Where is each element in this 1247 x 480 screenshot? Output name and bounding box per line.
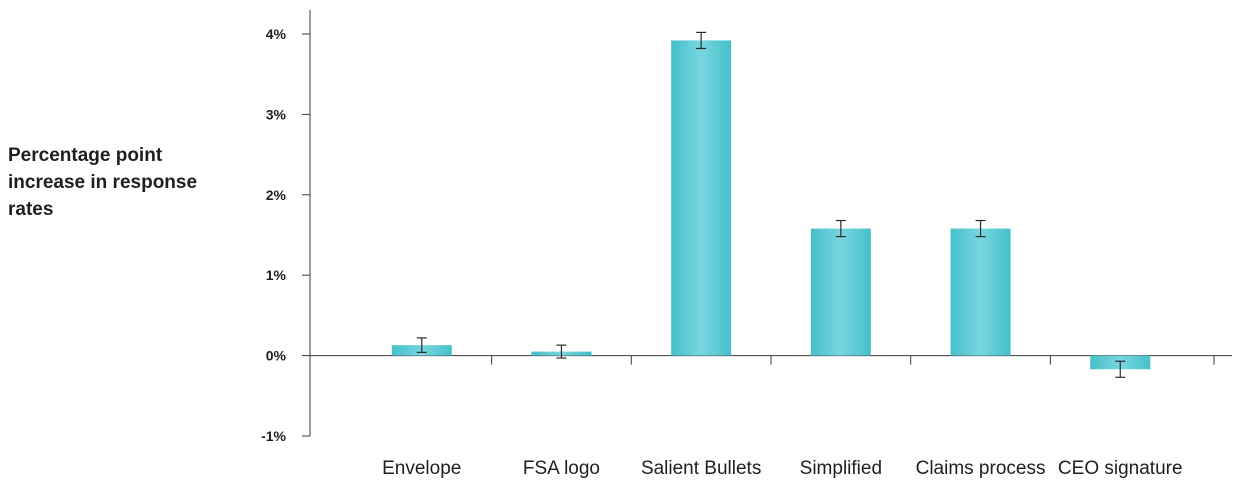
x-tick-label: FSA logo <box>523 458 600 479</box>
x-tick-label: Envelope <box>382 458 461 479</box>
x-tick-label: Claims process <box>916 458 1046 479</box>
y-tick-label: 4% <box>266 26 287 42</box>
y-tick-label: 3% <box>266 106 287 122</box>
bar <box>810 228 871 356</box>
bars <box>391 31 1151 378</box>
x-tick-label: Simplified <box>800 458 882 479</box>
x-tick-label: Salient Bullets <box>641 458 761 479</box>
labels: -1% 0% 1% 2% 3% 4% Envelope FSA logo Salient Bul… <box>261 26 1182 479</box>
y-tick-label: 0% <box>266 348 287 364</box>
y-tick-label: 2% <box>266 187 287 203</box>
bar <box>671 40 732 356</box>
y-tick-label: 1% <box>266 267 287 283</box>
axes <box>302 10 1232 437</box>
x-tick-label: CEO signature <box>1058 458 1183 479</box>
y-axis-title: Percentage point increase in response ra… <box>8 145 198 220</box>
y-tick-label: -1% <box>261 428 286 444</box>
bar <box>950 228 1011 356</box>
